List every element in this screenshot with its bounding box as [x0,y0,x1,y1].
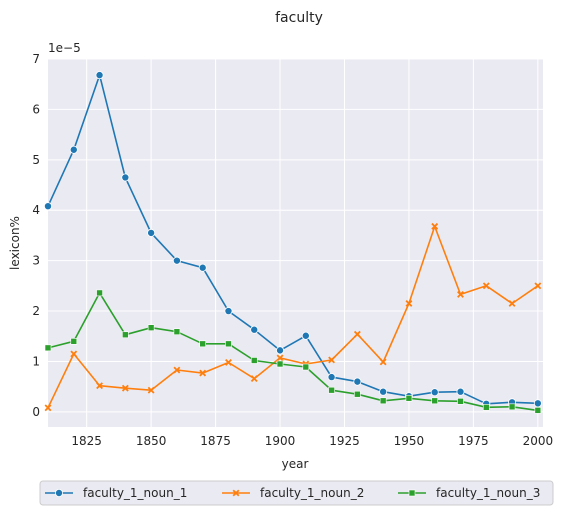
data-point [328,356,336,364]
data-point [225,340,232,348]
data-point [276,346,285,355]
x-tick-label: 1975 [458,434,489,448]
series-line [47,74,538,405]
data-point [276,360,284,368]
data-point [353,377,362,386]
data-point [457,397,464,405]
legend-marker [408,489,416,497]
data-point [534,407,542,414]
grid [48,58,543,427]
data-point [456,387,465,396]
y-tick-label: 1 [32,354,40,368]
data-point [301,331,310,340]
x-tick-label: 1825 [71,434,102,448]
y-scale-label: 1e−5 [48,41,81,55]
x-tick-label: 2000 [523,434,554,448]
data-point [457,290,464,298]
data-point [302,363,310,371]
data-point [122,331,129,339]
legend-item: faculty_1_noun_3 [398,486,540,500]
data-point [354,390,361,398]
data-point [276,354,284,362]
data-point [508,403,516,411]
data-point [121,173,130,182]
data-point [379,387,388,396]
data-point [44,404,52,412]
data-point [405,300,413,307]
y-tick-label: 4 [32,203,40,217]
data-point [482,404,490,411]
data-point [431,397,439,405]
y-tick-label: 7 [32,52,40,66]
legend: faculty_1_noun_1 faculty_1_noun_2 faculty_… [39,480,554,506]
data-point [328,386,335,394]
data-point [173,366,181,374]
data-point [147,324,155,331]
data-point [121,384,129,392]
data-point [44,202,53,211]
y-tick-label: 3 [32,254,40,268]
data-point [327,373,336,382]
legend-label: faculty_1_noun_1 [83,486,187,500]
data-point [95,71,104,80]
data-point [70,338,78,345]
y-axis-label: lexicon% [8,216,22,270]
y-tick-label: 6 [32,102,40,116]
legend-label: faculty_1_noun_3 [436,486,540,500]
data-point [172,256,181,265]
legend-item: faculty_1_noun_1 [45,486,187,500]
plot-background [48,59,543,427]
x-tick-label: 1925 [329,434,360,448]
series-line [47,225,539,409]
data-point [147,386,155,394]
chart-title: faculty [275,10,323,26]
data-point [96,289,103,297]
x-tick-label: 1900 [265,434,296,448]
legend-marker [232,489,240,497]
data-point [405,394,413,402]
x-tick-label: 1850 [136,434,167,448]
series-line [47,292,538,412]
data-point [173,328,181,336]
data-point [353,330,361,338]
legend-frame [39,480,554,506]
x-axis-label: year [282,457,309,471]
data-point [533,399,542,408]
legend-marker [55,488,64,497]
data-point [508,300,516,307]
data-point [225,359,232,366]
data-point [96,382,103,390]
data-point [224,307,233,316]
series-faculty_1_noun_3 [44,289,542,414]
data-point [250,325,259,334]
x-tick-label: 1950 [394,434,425,448]
data-point [250,357,258,364]
data-point [250,375,258,383]
y-axis: 0 1 2 3 4 5 6 7 [32,52,40,419]
data-point [199,369,207,377]
data-point [379,358,387,366]
y-tick-label: 0 [32,405,40,419]
data-point [44,344,52,352]
x-axis: 1825 1850 1875 1900 1925 1950 1975 2000 [71,434,553,448]
data-point [431,222,439,230]
series-faculty_1_noun_2 [44,222,542,412]
data-point [198,263,207,272]
data-point [147,228,156,237]
y-tick-label: 2 [32,304,40,318]
data-point [379,397,387,405]
legend-item: faculty_1_noun_2 [222,486,364,500]
data-point [199,340,206,348]
y-tick-label: 5 [32,153,40,167]
legend-label: faculty_1_noun_2 [260,486,364,500]
data-point [69,145,78,154]
data-point [534,282,542,290]
series-group [44,71,542,414]
data-point [482,282,490,290]
data-point [430,388,439,397]
data-point [70,350,78,358]
x-tick-label: 1875 [200,434,231,448]
